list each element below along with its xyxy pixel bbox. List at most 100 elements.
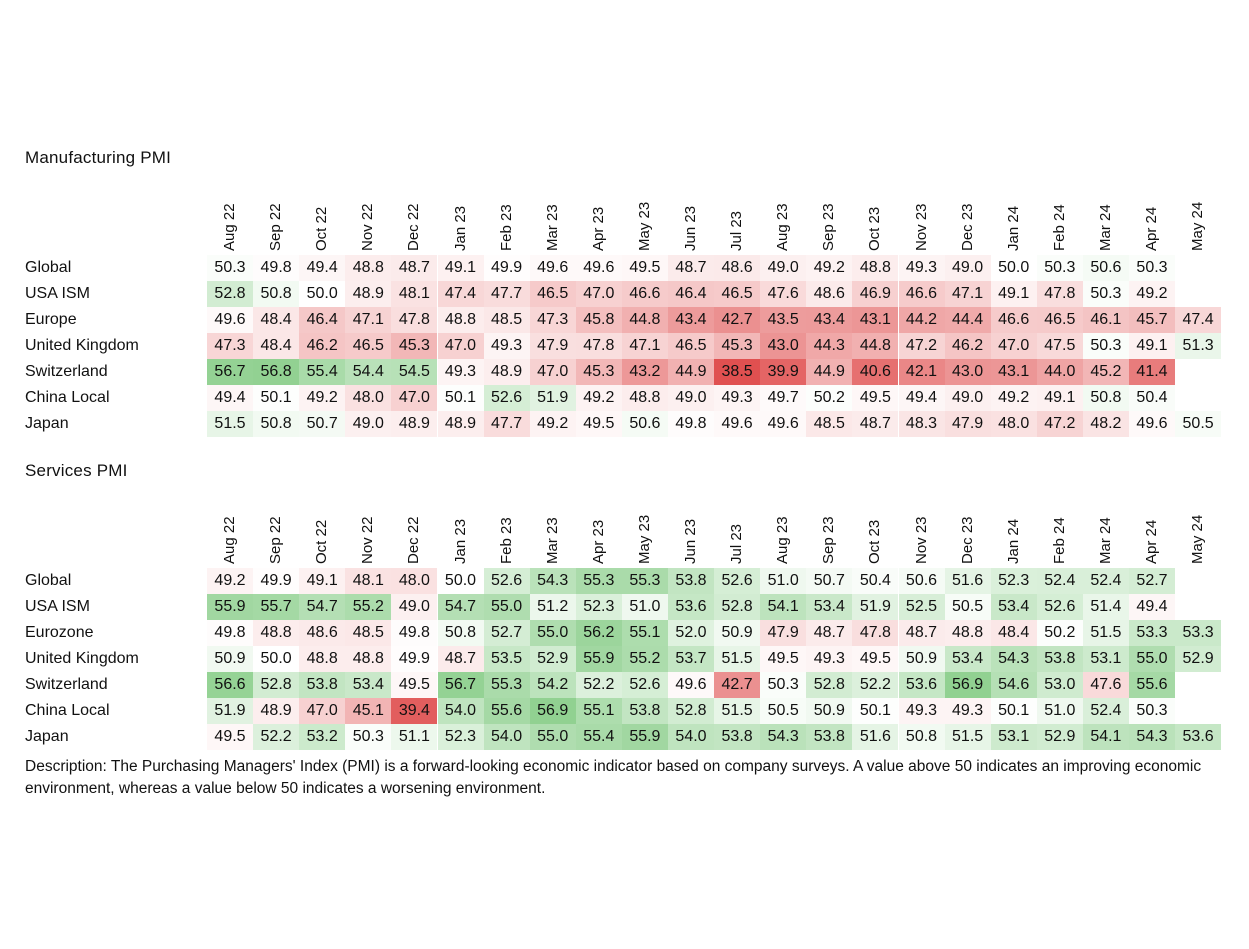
heatmap-cell: 47.6 xyxy=(760,281,807,307)
heatmap-cell: 49.2 xyxy=(806,255,853,281)
heatmap-cell: 55.6 xyxy=(483,698,530,724)
heatmap-cell: 55.0 xyxy=(529,620,576,646)
column-label-text: Jun 23 xyxy=(682,518,700,564)
description-text: Description: The Purchasing Managers' In… xyxy=(25,758,1202,797)
heatmap-cell: 48.8 xyxy=(944,620,991,646)
heatmap-cell: 48.1 xyxy=(345,568,392,594)
heatmap-cell: 48.9 xyxy=(253,698,300,724)
heatmap-cell: 48.8 xyxy=(437,307,484,333)
column-label-text: Aug 23 xyxy=(774,516,792,564)
heatmap-cell: 48.9 xyxy=(483,359,530,385)
heatmap-cell: 47.3 xyxy=(207,333,253,359)
heatmap-cell: 50.4 xyxy=(852,568,899,594)
heatmap-cell: 55.4 xyxy=(299,359,346,385)
heatmap-cell: 53.8 xyxy=(806,724,853,750)
heatmap-cell: 54.7 xyxy=(299,594,346,620)
row-label: Japan xyxy=(25,728,69,745)
heatmap-cell: 52.8 xyxy=(714,594,761,620)
heatmap-cell: 43.4 xyxy=(806,307,853,333)
heatmap-cell: 50.0 xyxy=(437,568,484,594)
heatmap-cell: 49.8 xyxy=(253,255,300,281)
heatmap-cell: 46.5 xyxy=(529,281,576,307)
heatmap-cell: 53.8 xyxy=(1036,646,1083,672)
heatmap-cell: 47.0 xyxy=(575,281,622,307)
heatmap-cell: 55.2 xyxy=(345,594,392,620)
row-label: USA ISM xyxy=(25,285,90,302)
heatmap-cell: 50.9 xyxy=(806,698,853,724)
heatmap-cell: 49.2 xyxy=(529,411,576,437)
heatmap-cell: 48.6 xyxy=(714,255,761,281)
heatmap-cell: 50.5 xyxy=(1175,411,1222,437)
heatmap-cell: 47.7 xyxy=(483,281,530,307)
heatmap-cell: 53.5 xyxy=(483,646,530,672)
heatmap-cell: 45.8 xyxy=(575,307,622,333)
heatmap-cell: 52.0 xyxy=(668,620,714,646)
heatmap-cell: 49.5 xyxy=(391,672,438,698)
column-label-text: Mar 24 xyxy=(1096,204,1114,251)
heatmap-cell: 53.6 xyxy=(898,672,945,698)
heatmap-cell: 48.8 xyxy=(345,646,392,672)
heatmap-cell: 53.8 xyxy=(299,672,346,698)
heatmap-cell: 51.5 xyxy=(1082,620,1129,646)
heatmap-cell: 54.0 xyxy=(483,724,530,750)
heatmap-cell: 47.1 xyxy=(621,333,668,359)
heatmap-cell: 50.7 xyxy=(299,411,346,437)
heatmap-cell: 54.0 xyxy=(437,698,484,724)
heatmap-cell: 47.6 xyxy=(1082,672,1129,698)
heatmap-cell: 46.9 xyxy=(852,281,899,307)
heatmap-cell: 52.8 xyxy=(207,281,253,307)
heatmap-cell: 48.2 xyxy=(1082,411,1129,437)
column-label-text: May 24 xyxy=(1189,201,1207,251)
manufacturing-pmi-title: Manufacturing PMI xyxy=(25,148,172,167)
heatmap-cell: 53.3 xyxy=(1129,620,1175,646)
heatmap-cell: 53.4 xyxy=(345,672,392,698)
column-label-text: Feb 23 xyxy=(497,517,515,564)
heatmap-cell: 55.6 xyxy=(1129,672,1175,698)
heatmap-cell: 47.8 xyxy=(1036,281,1083,307)
heatmap-cell: 51.5 xyxy=(714,646,761,672)
heatmap-cell: 47.2 xyxy=(1036,411,1083,437)
column-label-text: May 24 xyxy=(1189,514,1207,564)
heatmap-cell: 56.9 xyxy=(944,672,991,698)
heatmap-cell: 49.8 xyxy=(207,620,253,646)
column-label-text: Jan 23 xyxy=(451,205,469,251)
heatmap-cell: 44.0 xyxy=(1036,359,1083,385)
heatmap-cell: 52.9 xyxy=(1036,724,1083,750)
heatmap-cell: 50.3 xyxy=(760,672,807,698)
heatmap-cell: 50.3 xyxy=(1036,255,1083,281)
heatmap-cell: 43.1 xyxy=(990,359,1037,385)
heatmap-cell: 50.0 xyxy=(253,646,300,672)
heatmap-cell: 54.1 xyxy=(1082,724,1129,750)
heatmap-cell: 50.3 xyxy=(1082,333,1129,359)
heatmap-cell: 48.1 xyxy=(391,281,438,307)
heatmap-cell: 53.0 xyxy=(1036,672,1083,698)
heatmap-cell: 48.6 xyxy=(806,281,853,307)
heatmap-cell: 52.8 xyxy=(806,672,853,698)
heatmap-cell: 51.4 xyxy=(1082,594,1129,620)
heatmap-cell: 52.7 xyxy=(1129,568,1175,594)
heatmap-cell: 53.6 xyxy=(668,594,714,620)
heatmap-cell: 48.7 xyxy=(806,620,853,646)
heatmap-cell: 48.7 xyxy=(898,620,945,646)
heatmap-cell: 55.4 xyxy=(575,724,622,750)
heatmap-cell: 47.9 xyxy=(944,411,991,437)
column-label-text: Nov 23 xyxy=(912,203,930,251)
row-label: China Local xyxy=(25,389,110,406)
heatmap-cell: 51.5 xyxy=(714,698,761,724)
heatmap-cell: 47.0 xyxy=(299,698,346,724)
heatmap-cell: 46.2 xyxy=(944,333,991,359)
heatmap-cell: 48.7 xyxy=(852,411,899,437)
heatmap-cell: 52.6 xyxy=(483,385,530,411)
heatmap-cell: 49.5 xyxy=(852,385,899,411)
heatmap-cell: 53.1 xyxy=(990,724,1037,750)
heatmap-cell: 41.4 xyxy=(1129,359,1175,385)
heatmap-cell: 48.4 xyxy=(990,620,1037,646)
heatmap-cell: 55.2 xyxy=(621,646,668,672)
heatmap-cell: 49.0 xyxy=(345,411,392,437)
heatmap-cell: 50.3 xyxy=(1129,698,1175,724)
row-label: Eurozone xyxy=(25,624,94,641)
heatmap-cell: 55.7 xyxy=(253,594,300,620)
column-label-text: Sep 22 xyxy=(267,203,285,251)
heatmap-cell: 55.9 xyxy=(207,594,253,620)
heatmap-cell: 51.9 xyxy=(852,594,899,620)
